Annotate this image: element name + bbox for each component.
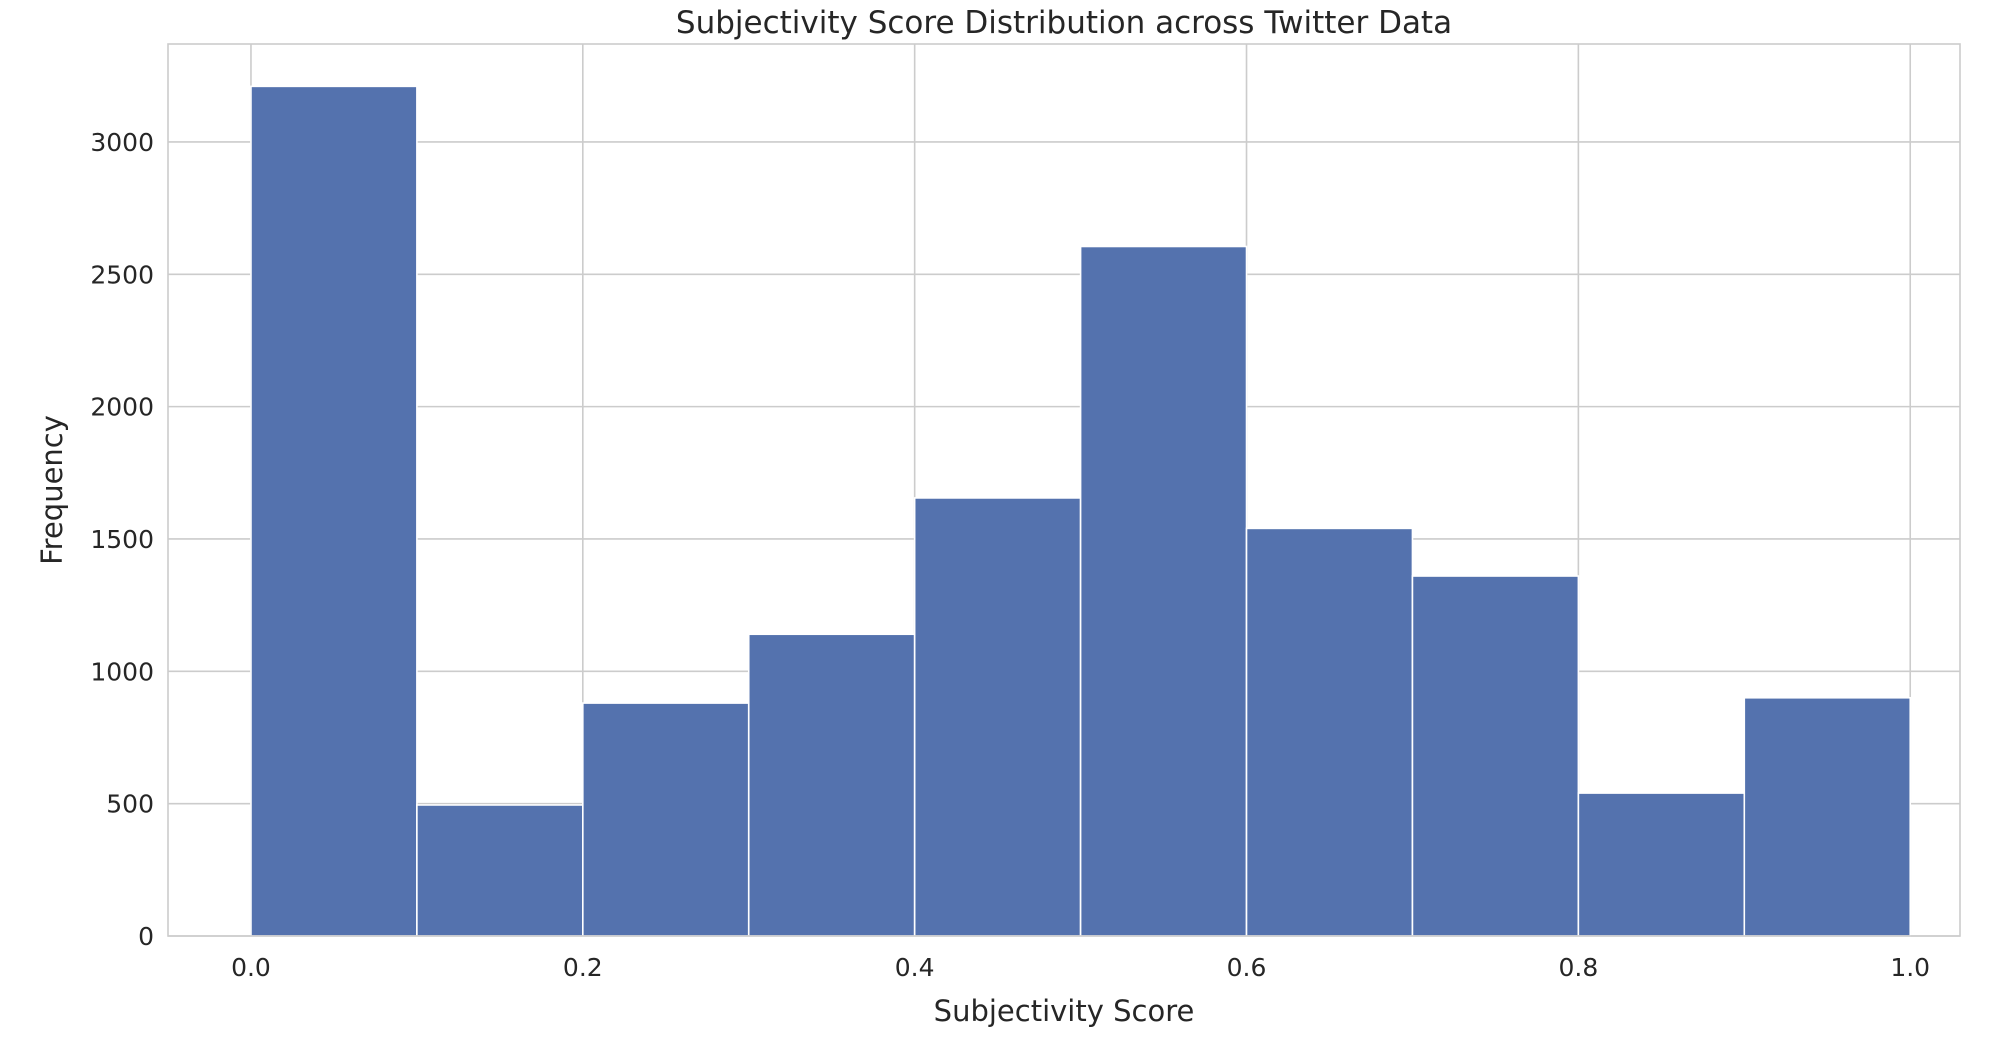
histogram-bar [747, 633, 916, 937]
y-tick-label: 1000 [90, 657, 154, 686]
x-tick-label: 0.2 [563, 953, 603, 982]
tick-labels: 0 500 1000 1500 2000 2500 3000 0.0 0.2 0.4 0.6 0.8 1… [90, 128, 1930, 982]
histogram-bar [416, 804, 584, 937]
x-tick-label: 0.8 [1558, 953, 1598, 982]
x-tick-label: 0.4 [895, 953, 935, 982]
histogram-bar [1245, 527, 1414, 937]
histogram-bar [250, 85, 418, 937]
x-tick-label: 0.0 [231, 953, 271, 982]
y-tick-label: 2000 [90, 393, 154, 422]
y-tick-label: 2500 [90, 260, 154, 289]
y-tick-label: 500 [106, 790, 154, 819]
y-axis-label: Frequency [35, 415, 69, 565]
histogram-bar [1079, 245, 1248, 937]
x-tick-label: 0.6 [1227, 953, 1267, 982]
x-tick-label: 1.0 [1890, 953, 1930, 982]
histogram-bar [582, 702, 750, 937]
chart-title: Subjectivity Score Distribution across T… [676, 5, 1452, 41]
histogram-bar [1411, 575, 1580, 937]
x-axis-label: Subjectivity Score [934, 994, 1195, 1028]
y-tick-label: 3000 [90, 128, 154, 157]
histogram-bar [1577, 792, 1746, 937]
plot-area-frame [167, 43, 1961, 937]
histogram-bar [1743, 696, 1912, 937]
y-tick-label: 0 [138, 922, 154, 951]
histogram-bars [250, 85, 1912, 937]
y-tick-label: 1500 [90, 525, 154, 554]
histogram-bar [913, 497, 1082, 937]
